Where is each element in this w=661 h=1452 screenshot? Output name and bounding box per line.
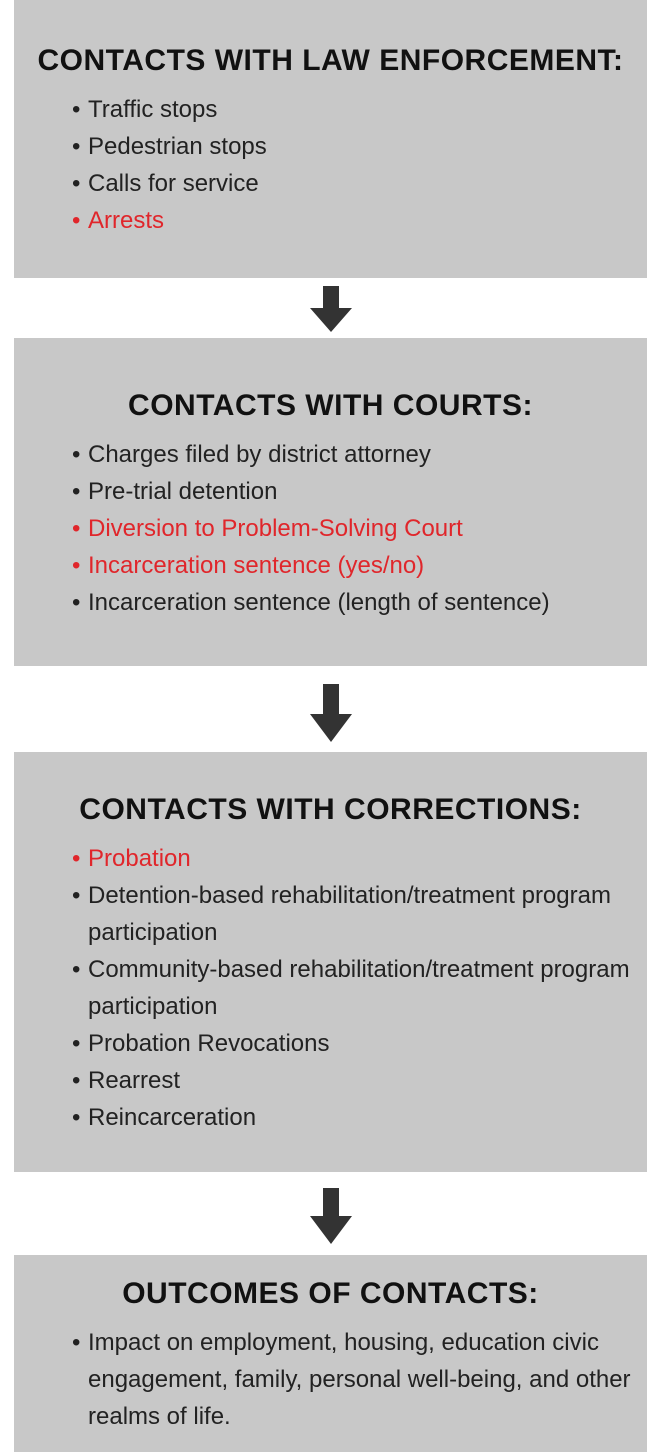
item-list: Charges filed by district attorneyPre-tr… (72, 436, 633, 621)
stage-title: CONTACTS WITH LAW ENFORCEMENT: (37, 44, 624, 77)
stage-title: OUTCOMES OF CONTACTS: (122, 1277, 539, 1310)
list-item: Arrests (72, 202, 633, 239)
stage-box: CONTACTS WITH CORRECTIONS: ProbationDeten… (14, 752, 647, 1172)
list-item: Probation (72, 840, 633, 877)
list-item: Detention-based rehabilitation/treatment… (72, 877, 633, 951)
list-item: Incarceration sentence (yes/no) (72, 547, 633, 584)
list-item: Charges filed by district attorney (72, 436, 633, 473)
list-item: Pre-trial detention (72, 473, 633, 510)
stage-box: CONTACTS WITH LAW ENFORCEMENT: Traffic st… (14, 0, 647, 278)
list-item: Reincarceration (72, 1099, 633, 1136)
list-item: Impact on employment, housing, education… (72, 1324, 633, 1435)
list-item: Pedestrian stops (72, 128, 633, 165)
stage-title: CONTACTS WITH COURTS: (128, 388, 533, 422)
item-list: ProbationDetention-based rehabilitation/… (72, 840, 633, 1136)
arrow (310, 684, 352, 742)
list-item: Calls for service (72, 165, 633, 202)
item-list: Traffic stopsPedestrian stopsCalls for s… (72, 91, 633, 239)
list-item: Incarceration sentence (length of senten… (72, 584, 633, 621)
item-list: Impact on employment, housing, education… (72, 1324, 633, 1435)
list-item: Community-based rehabilitation/treatment… (72, 951, 633, 1025)
arrow (310, 286, 352, 332)
list-item: Traffic stops (72, 91, 633, 128)
stage-box: CONTACTS WITH COURTS: Charges filed by di… (14, 338, 647, 666)
arrow (310, 1188, 352, 1244)
stage-box: OUTCOMES OF CONTACTS: Impact on employmen… (14, 1255, 647, 1452)
list-item: Rearrest (72, 1062, 633, 1099)
list-item: Diversion to Problem-Solving Court (72, 510, 633, 547)
list-item: Probation Revocations (72, 1025, 633, 1062)
stage-title: CONTACTS WITH CORRECTIONS: (79, 793, 582, 826)
